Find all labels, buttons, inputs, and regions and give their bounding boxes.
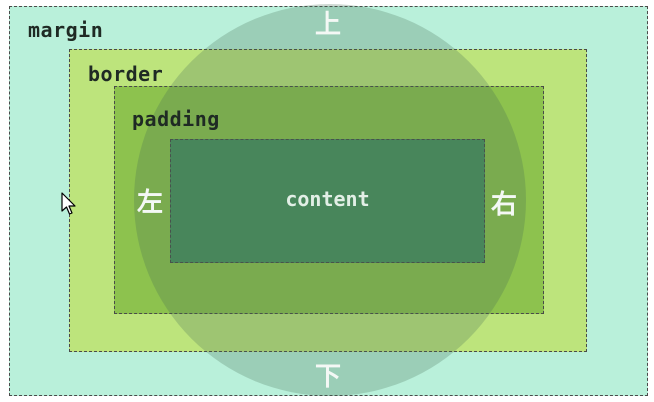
arrow-cursor-icon bbox=[61, 192, 76, 215]
margin-label: margin bbox=[28, 18, 104, 42]
direction-left-label: 左 bbox=[136, 188, 163, 218]
direction-bottom-label: 下 bbox=[314, 362, 341, 392]
content-label: content bbox=[285, 187, 370, 211]
direction-top-label: 上 bbox=[314, 10, 341, 40]
content-box bbox=[170, 139, 485, 263]
padding-label: padding bbox=[132, 107, 220, 131]
direction-right-label: 右 bbox=[490, 190, 517, 220]
border-label: border bbox=[88, 62, 164, 86]
